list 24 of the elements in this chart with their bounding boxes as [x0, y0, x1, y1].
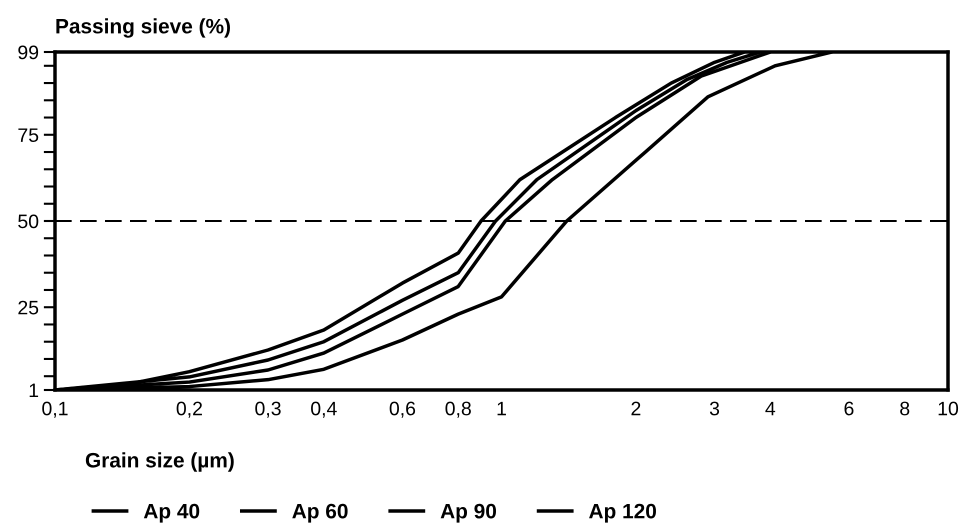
x-tick-label: 1: [498, 402, 506, 416]
x-tick-label: 0,8: [445, 402, 471, 418]
x-tick-label: 0,1: [42, 402, 68, 418]
x-axis-title: Grain size (µm): [86, 452, 234, 472]
x-tick-label: 0,3: [255, 402, 281, 418]
x-tick-label: 6: [844, 402, 854, 416]
legend-label: Ap 90: [440, 504, 496, 523]
x-tick-label: 0,6: [390, 402, 416, 418]
y-axis-title: Passing sieve (%): [56, 18, 230, 38]
x-tick-label: 4: [765, 402, 776, 416]
x-tick-label: 2: [631, 402, 640, 416]
x-tick-label: 0,4: [311, 402, 337, 418]
x-tick-label: 3: [710, 402, 720, 416]
y-tick-label: 99: [18, 45, 38, 60]
x-tick-label: 10: [938, 402, 958, 416]
legend-label: Ap 40: [144, 504, 200, 523]
x-tick-label: 8: [900, 402, 910, 416]
y-tick-label: 1: [30, 384, 38, 398]
x-tick-label: 0,2: [176, 402, 202, 418]
y-tick-label: 50: [18, 214, 38, 228]
legend-label: Ap 120: [589, 504, 656, 523]
y-tick-label: 75: [18, 128, 38, 142]
legend-label: Ap 60: [292, 504, 348, 523]
y-tick-label: 25: [18, 300, 38, 314]
